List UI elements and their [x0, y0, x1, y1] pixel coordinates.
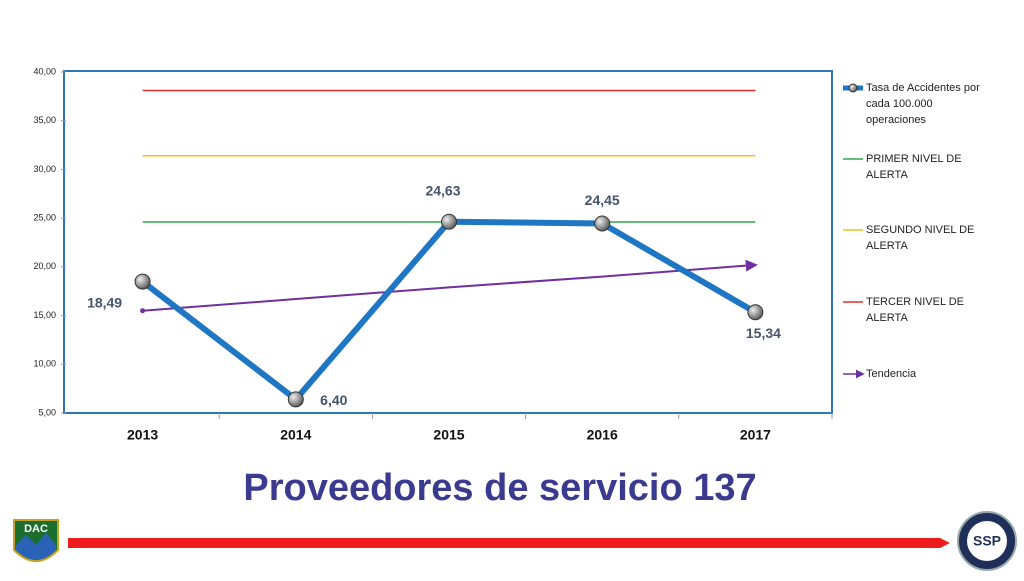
data-point	[134, 273, 151, 290]
data-point	[594, 215, 611, 232]
y-tick-label: 25,00	[33, 213, 56, 223]
legend-swatch-dot	[848, 83, 858, 93]
dac-logo: DAC	[13, 519, 59, 562]
legend-label: Tasa de Accidentes por cada 100.000 oper…	[866, 82, 980, 126]
trend-start	[140, 308, 146, 314]
data-label: 15,34	[746, 325, 781, 341]
y-tick-label: 20,00	[33, 261, 56, 271]
logo-text: DAC	[24, 523, 48, 535]
legend-entry: SEGUNDO NIVEL DE ALERTA	[866, 224, 975, 252]
x-tick-label: 2016	[587, 427, 618, 443]
legend-label: SEGUNDO NIVEL DE ALERTA	[866, 224, 975, 252]
x-tick-label: 2017	[740, 427, 771, 443]
slide-title: Proveedores de servicio 137	[243, 467, 756, 509]
series-line	[142, 259, 758, 312]
data-point	[287, 391, 304, 408]
ssp-logo: SSP	[957, 511, 1017, 571]
logo-text: SSP	[973, 533, 1001, 549]
series-line	[140, 218, 757, 403]
y-tick-label: 15,00	[33, 310, 56, 320]
data-label: 24,63	[425, 182, 460, 198]
red-bar	[68, 538, 950, 548]
legend-entry: TERCER NIVEL DE ALERTA	[866, 296, 965, 324]
legend-entry: Tendencia	[866, 368, 917, 380]
legend-label: Tendencia	[866, 368, 917, 380]
x-tick-label: 2015	[433, 427, 464, 443]
legend-entry: Tasa de Accidentes por cada 100.000 oper…	[866, 82, 980, 126]
data-point	[441, 213, 457, 230]
data-label: 6,40	[320, 392, 347, 408]
y-tick-label: 5,00	[38, 407, 56, 417]
data-label: 18,49	[87, 294, 122, 310]
legend-label: PRIMER NIVEL DE ALERTA	[866, 153, 962, 181]
y-tick-label: 35,00	[33, 115, 56, 125]
legend-entry: PRIMER NIVEL DE ALERTA	[866, 153, 962, 181]
y-tick-label: 10,00	[33, 359, 56, 369]
y-tick-label: 30,00	[33, 164, 56, 174]
x-tick-label: 2014	[280, 427, 311, 443]
legend-label: TERCER NIVEL DE ALERTA	[866, 296, 965, 324]
y-tick-label: 40,00	[33, 66, 56, 76]
data-label: 24,45	[585, 192, 620, 208]
data-point	[747, 304, 764, 321]
x-tick-label: 2013	[127, 427, 158, 443]
plot-frame	[63, 70, 833, 414]
